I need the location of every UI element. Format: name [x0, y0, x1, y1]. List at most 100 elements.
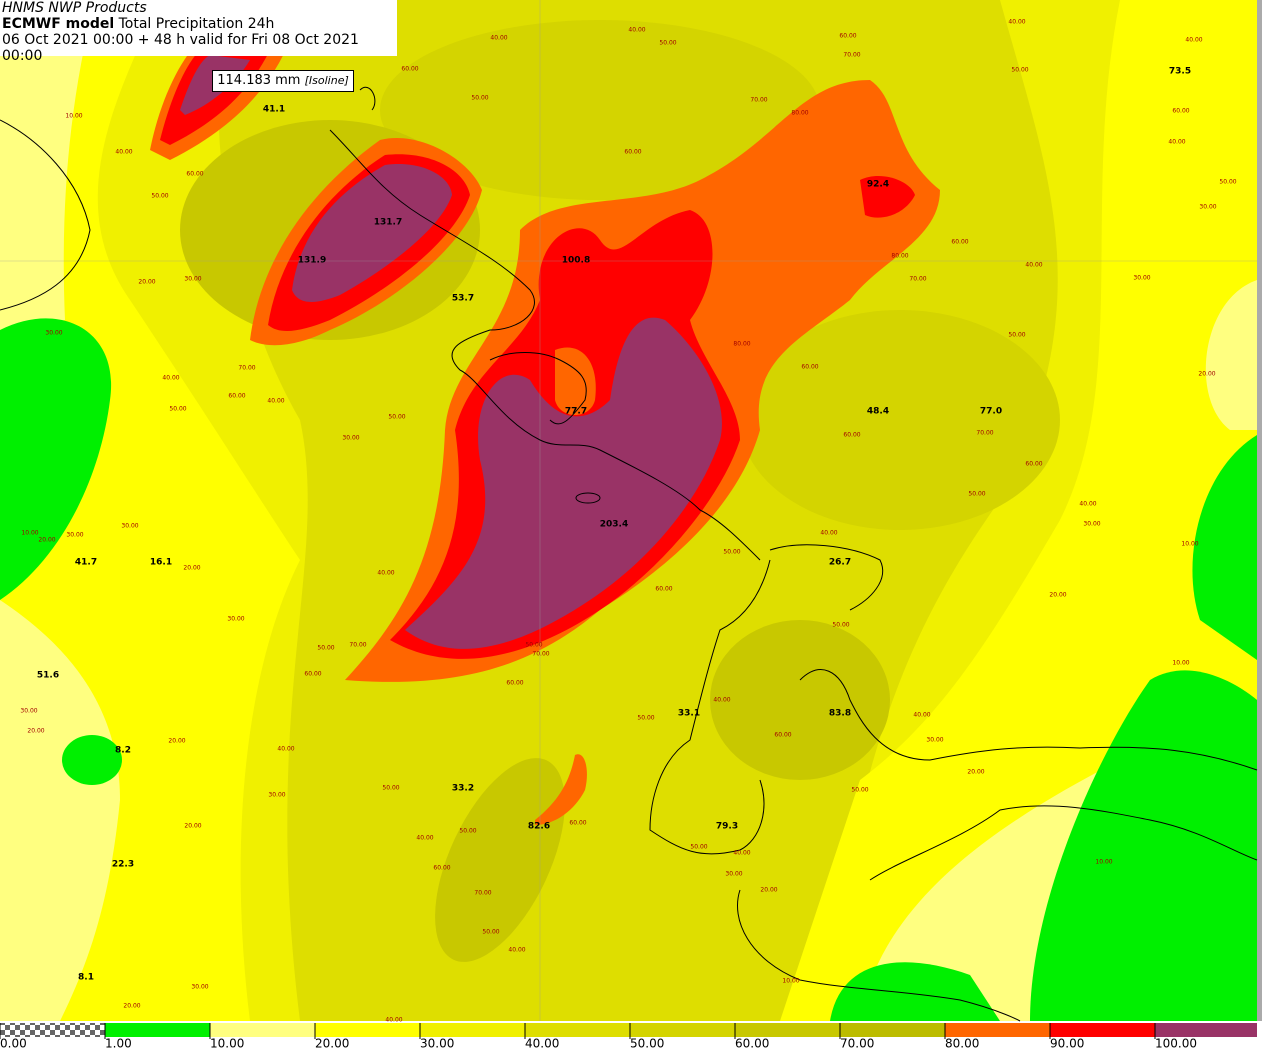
contour-label: 50.00 [832, 622, 849, 629]
colorbar-band [1050, 1023, 1155, 1037]
contour-label: 70.00 [909, 276, 926, 283]
contour-label: 70.00 [976, 430, 993, 437]
contour-label: 70.00 [238, 365, 255, 372]
contour-label: 60.00 [186, 171, 203, 178]
point-value: 82.6 [528, 822, 550, 832]
coastline [0, 87, 1258, 1022]
precip-field [0, 0, 1262, 1021]
contour-label: 30.00 [191, 984, 208, 991]
point-value: 48.4 [867, 407, 889, 417]
contour-label: 50.00 [851, 787, 868, 794]
contour-label: 10.00 [21, 530, 38, 537]
contour-label: 10.00 [1172, 660, 1189, 667]
contour-label: 60.00 [569, 820, 586, 827]
product: Total Precipitation 24h [118, 16, 275, 32]
colorbar-label: 0.00 [0, 1037, 27, 1051]
contour-label: 50.00 [388, 414, 405, 421]
grid [0, 0, 1257, 1021]
colorbar-label: 40.00 [525, 1037, 559, 1051]
tooltip: 114.183 mm [Isoline] [212, 70, 354, 92]
contour-label: 50.00 [690, 844, 707, 851]
contour-label: 20.00 [38, 537, 55, 544]
header: HNMS NWP Products ECMWF model Total Prec… [0, 0, 397, 64]
point-value: 8.2 [115, 746, 131, 756]
colorbar-label: 100.00 [1155, 1037, 1197, 1051]
tooltip-value: 114.183 mm [217, 73, 301, 88]
contour-label: 40.00 [713, 697, 730, 704]
contour-label: 20.00 [1049, 592, 1066, 599]
contour-label: 20.00 [760, 887, 777, 894]
contour-label: 60.00 [228, 393, 245, 400]
point-value: 79.3 [716, 822, 738, 832]
contour-label: 50.00 [1219, 179, 1236, 186]
point-value: 16.1 [150, 558, 172, 568]
contour-label: 80.00 [733, 341, 750, 348]
contour-label: 30.00 [1199, 204, 1216, 211]
contour-label: 60.00 [506, 680, 523, 687]
contour-label: 40.00 [1008, 19, 1025, 26]
contour-label: 20.00 [168, 738, 185, 745]
colorbar-label: 90.00 [1050, 1037, 1084, 1051]
point-value: 203.4 [600, 520, 628, 530]
contour-label: 40.00 [162, 375, 179, 382]
contour-label: 80.00 [791, 110, 808, 117]
contour-label: 50.00 [169, 406, 186, 413]
colorbar-band [840, 1023, 945, 1037]
contour-label: 30.00 [20, 708, 37, 715]
contour-label: 20.00 [123, 1003, 140, 1010]
contour-label: 40.00 [508, 947, 525, 954]
point-value: 26.7 [829, 558, 851, 568]
point-value: 41.1 [263, 105, 285, 115]
contour-labels: 40.00 40.00 50.00 60.00 50.00 70.00 80.00 60.00… [20, 19, 1236, 1024]
colorbar-label: 60.00 [735, 1037, 769, 1051]
contour-label: 70.00 [843, 52, 860, 59]
contour-label: 20.00 [27, 728, 44, 735]
contour-label: 80.00 [891, 253, 908, 260]
colorbar-label: 1.00 [105, 1037, 132, 1051]
contour-label: 50.00 [151, 193, 168, 200]
contour-label: 60.00 [839, 33, 856, 40]
contour-label: 40.00 [377, 570, 394, 577]
contour-label: 30.00 [184, 276, 201, 283]
contour-label: 70.00 [750, 97, 767, 104]
contour-label: 30.00 [45, 330, 62, 337]
contour-label: 40.00 [1025, 262, 1042, 269]
contour-label: 10.00 [1181, 541, 1198, 548]
contour-label: 60.00 [801, 364, 818, 371]
colorbar-band [105, 1023, 210, 1037]
contour-label: 50.00 [723, 549, 740, 556]
contour-label: 30.00 [926, 737, 943, 744]
contour-label: 50.00 [459, 828, 476, 835]
contour-label: 60.00 [655, 586, 672, 593]
contour-label: 40.00 [490, 35, 507, 42]
point-value: 131.7 [374, 218, 402, 228]
header-line: HNMS NWP Products [2, 0, 147, 16]
contour-label: 30.00 [268, 792, 285, 799]
contour-label: 30.00 [66, 532, 83, 539]
contour-label: 10.00 [65, 113, 82, 120]
colorbar-band [315, 1023, 420, 1037]
point-value: 53.7 [452, 294, 474, 304]
contour-label: 50.00 [317, 645, 334, 652]
point-value: 131.9 [298, 256, 326, 266]
contour-label: 60.00 [401, 66, 418, 73]
contour-label: 40.00 [416, 835, 433, 842]
contour-label: 50.00 [968, 491, 985, 498]
contour-label: 60.00 [951, 239, 968, 246]
colorbar-label: 10.00 [210, 1037, 244, 1051]
header-line: 06 Oct 2021 00:00 + 48 h valid for Fri 0… [2, 32, 359, 64]
contour-label: 40.00 [385, 1017, 402, 1024]
colorbar-label: 70.00 [840, 1037, 874, 1051]
point-value: 33.2 [452, 784, 474, 794]
colorbar-band [420, 1023, 525, 1037]
point-value: 73.5 [1169, 67, 1191, 77]
contour-label: 60.00 [1172, 108, 1189, 115]
colorbar-band [1155, 1023, 1257, 1037]
contour-label: 50.00 [382, 785, 399, 792]
contour-label: 60.00 [433, 865, 450, 872]
contour-label: 60.00 [304, 671, 321, 678]
contour-label: 60.00 [1025, 461, 1042, 468]
contour-label: 70.00 [532, 651, 549, 658]
contour-label: 70.00 [349, 642, 366, 649]
